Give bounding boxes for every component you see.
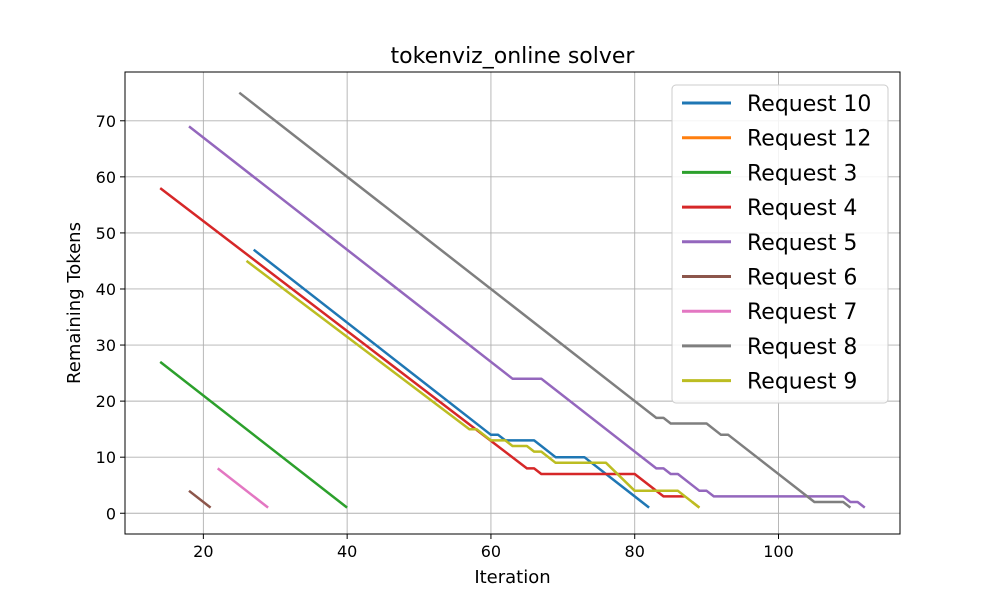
y-axis-ticks: 0 10 20 30 40 50 60 70: [96, 112, 125, 523]
y-axis-label: Remaining Tokens: [64, 222, 85, 384]
series-line-request-10: [252, 248, 650, 509]
series-line-request-4: [159, 187, 685, 498]
y-tick-label: 0: [106, 504, 116, 523]
x-tick-label: 60: [481, 542, 501, 561]
series-line-request-3: [159, 360, 348, 509]
x-tick-label: 20: [193, 542, 213, 561]
plot-area-frame: [124, 71, 901, 535]
legend-label-request-12: Request 12: [747, 127, 871, 152]
series-line-request-6: [188, 489, 212, 509]
legend-label-request-3: Request 3: [747, 161, 857, 186]
series-line-request-5: [188, 125, 866, 509]
series-line-request-8: [238, 91, 852, 509]
y-tick-label: 10: [96, 448, 116, 467]
x-axis-label: Iteration: [474, 567, 550, 588]
chart-title: tokenviz_online solver: [391, 44, 636, 69]
series-lines: [159, 91, 866, 509]
x-axis-ticks: 20 40 60 80 100: [193, 534, 794, 561]
y-tick-label: 30: [96, 336, 116, 355]
y-tick-label: 20: [96, 392, 116, 411]
x-tick-label: 80: [625, 542, 645, 561]
legend-label-request-6: Request 6: [747, 266, 857, 291]
legend-label-request-4: Request 4: [747, 196, 857, 221]
legend-label-request-7: Request 7: [747, 300, 857, 325]
x-tick-label: 100: [763, 542, 794, 561]
legend-label-request-8: Request 8: [747, 335, 857, 360]
y-tick-label: 70: [96, 112, 116, 131]
legend-label-request-5: Request 5: [747, 231, 857, 256]
legend: Request 10 Request 12 Request 3 Request 4 Re…: [671, 84, 889, 404]
y-tick-label: 60: [96, 168, 116, 187]
legend-box: [671, 84, 889, 404]
y-tick-label: 50: [96, 224, 116, 243]
legend-label-request-9: Request 9: [747, 370, 857, 395]
x-tick-label: 40: [337, 542, 357, 561]
series-line-request-9: [245, 259, 701, 509]
y-tick-label: 40: [96, 280, 116, 299]
legend-label-request-10: Request 10: [747, 92, 871, 117]
series-line-request-7: [216, 467, 269, 509]
